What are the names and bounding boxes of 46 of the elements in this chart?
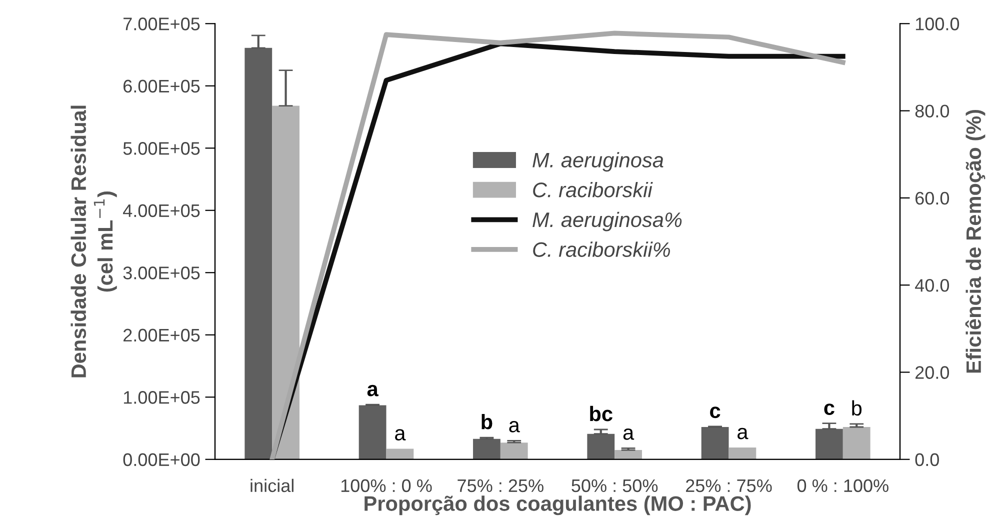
y2-tick-label: 40.0 [915, 279, 950, 292]
bar [614, 450, 642, 460]
legend-label: C. raciborskii [533, 182, 653, 198]
bar [842, 427, 870, 460]
x-tick-label: 100% : 0 % [341, 479, 432, 492]
y-axis-title: Densidade Celular Residual (cel mL$^{−1}$) [70, 106, 117, 378]
bar [701, 427, 729, 460]
x-tick-label: 25% : 75% [686, 479, 772, 492]
x-tick-label: 75% : 25% [458, 479, 544, 492]
y2-tick-label: 0.0 [915, 453, 939, 466]
bar [386, 448, 414, 460]
data-label: a [367, 384, 378, 396]
bar [728, 448, 756, 460]
y-tick-label: 4.00E+05 [123, 204, 200, 218]
y2-tick-label: 20.0 [915, 366, 950, 379]
data-label: a [395, 429, 406, 441]
legend-label: M. aeruginosa% [532, 212, 682, 232]
data-label: a [738, 428, 748, 440]
bar [358, 405, 386, 460]
data-label: c [824, 404, 834, 415]
y-tick-label: 6.00E+05 [124, 80, 200, 93]
x-tick-label: inicial [250, 478, 294, 492]
data-label: c [710, 406, 720, 418]
legend-label: C. raciborskii% [533, 242, 670, 257]
bar [587, 434, 615, 460]
y2-axis-title: Eficiência de Remoção (%) [965, 110, 986, 373]
x-tick-label: 0 % : 100% [797, 479, 888, 492]
y-tick-label: 2.00E+05 [124, 328, 200, 342]
y2-tick-label: 80.0 [915, 104, 950, 118]
data-label: a [509, 421, 520, 432]
bar [473, 438, 500, 460]
legend-label: M. aeruginosa [532, 152, 664, 172]
data-label: b [482, 414, 492, 430]
data-label: bc [590, 406, 612, 422]
x-axis-title: Proporção dos coagulantes (MO : PAC) [364, 496, 751, 516]
data-label: a [623, 428, 634, 440]
y2-tick-label: 60.0 [916, 192, 950, 205]
y-tick-label: 0.00E+00 [123, 453, 200, 466]
bar [500, 442, 528, 460]
x-tick-label: 50% : 50% [572, 479, 658, 492]
y-tick-label: 5.00E+05 [123, 142, 200, 155]
y-tick-label: 7.00E+05 [124, 18, 200, 30]
y-tick-label: 1.00E+05 [124, 391, 200, 404]
y2-tick-label: 100.0 [916, 18, 960, 30]
data-label: b [852, 400, 862, 416]
y-tick-label: 3.00E+05 [123, 266, 200, 280]
